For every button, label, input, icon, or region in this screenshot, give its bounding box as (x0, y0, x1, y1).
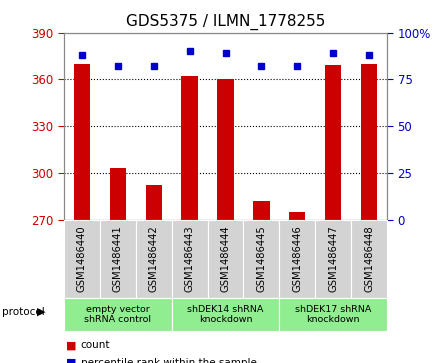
Bar (146, 185, 162, 220)
Text: GSM1486448: GSM1486448 (364, 225, 374, 292)
Text: ■: ■ (66, 358, 77, 363)
Text: GSM1486443: GSM1486443 (184, 225, 194, 292)
Text: shDEK14 shRNA
knockdown: shDEK14 shRNA knockdown (187, 305, 264, 324)
Title: GDS5375 / ILMN_1778255: GDS5375 / ILMN_1778255 (126, 14, 325, 30)
Text: count: count (81, 340, 110, 350)
Bar (361, 64, 378, 220)
Text: GSM1486447: GSM1486447 (328, 225, 338, 292)
Text: empty vector
shRNA control: empty vector shRNA control (84, 305, 151, 324)
Text: GSM1486444: GSM1486444 (220, 225, 231, 292)
Text: percentile rank within the sample: percentile rank within the sample (81, 358, 257, 363)
Bar (217, 79, 234, 220)
Bar (110, 168, 126, 220)
Text: GSM1486445: GSM1486445 (257, 225, 267, 292)
Text: shDEK17 shRNA
knockdown: shDEK17 shRNA knockdown (295, 305, 371, 324)
Text: ■: ■ (66, 340, 77, 350)
Bar (289, 212, 305, 220)
Text: ▶: ▶ (37, 307, 46, 317)
Bar (253, 201, 270, 220)
Text: GSM1486441: GSM1486441 (113, 225, 123, 292)
Bar (325, 65, 341, 220)
Text: GSM1486442: GSM1486442 (149, 225, 159, 292)
Bar (73, 64, 90, 220)
Text: protocol: protocol (2, 307, 45, 317)
Bar (181, 76, 198, 220)
Text: GSM1486440: GSM1486440 (77, 225, 87, 292)
Text: GSM1486446: GSM1486446 (292, 225, 302, 292)
